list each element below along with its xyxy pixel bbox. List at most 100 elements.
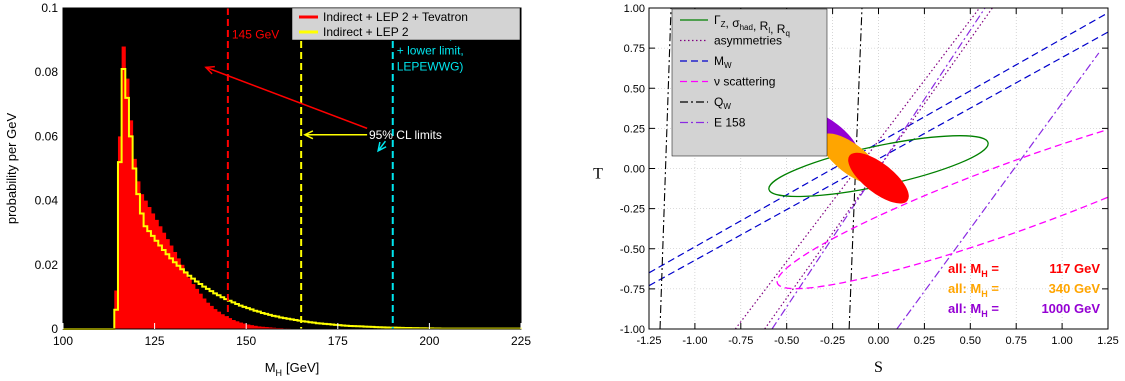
legend-label-part: , [770,22,773,36]
histogram-bar [121,46,126,330]
y-tick-label: -0.50 [620,244,645,256]
st-parameter-plot: -1.25 -1.00 -0.75 -0.50 -0.25 0.00 0.25 0.50 0.7… [593,3,1119,376]
y-tick-label: 0 [51,322,58,336]
histogram-bar [231,320,236,329]
x-tick-label: -0.75 [728,335,753,347]
x-tick-label: 0.00 [868,335,889,347]
result-label: all: MH = [948,261,999,279]
result-value: 1000 GeV [1041,301,1100,316]
histogram-bar [132,158,137,329]
histogram-bar [150,213,156,329]
result-label-equals: = [988,261,1000,276]
y-axis-ticks: 0 0.02 0.04 0.06 0.08 0.1 [35,1,59,336]
legend-label-part: , [726,16,729,30]
histogram-bar [246,324,251,329]
legend-label-subscript: W [724,61,732,70]
legend-box [671,8,828,157]
asym-line [734,8,980,329]
x-axis-label: S [874,359,883,376]
x-tick-label: -1.25 [636,335,661,347]
y-tick-label: 0.1 [41,1,58,15]
e158-line [896,52,1100,329]
legend-label: ν scattering [714,75,775,89]
arrow-head [377,141,387,153]
result-label-equals: = [988,301,1000,316]
x-tick-label: -0.50 [774,335,799,347]
legend-label-part: Q [714,95,723,109]
x-axis-ticks: 100 125 150 175 200 225 [53,323,531,348]
arrow-head [303,130,314,140]
histogram-bar [128,120,134,329]
legend-label-subscript: l [768,26,770,35]
legend-label-part: E [714,116,722,130]
legend-label-part: 158 [725,116,745,130]
result-label: all: MH = [948,281,999,299]
result-label-subscript: H [981,269,988,279]
y-tick-label: 0.02 [35,258,59,272]
legend-label: MW [714,54,732,70]
red-histogram-bars [114,46,298,330]
histogram-bar [176,258,181,329]
result-value: 117 GeV [1049,261,1100,276]
yellow-histogram-step [63,67,522,330]
result-label-prefix: all: M [948,301,981,316]
legend-label-subscript: Z [721,20,726,29]
histogram-bar [227,318,233,329]
legend-label: E 158 [714,116,746,130]
legend-label: QW [714,95,731,111]
histogram-bar [136,181,141,329]
histogram-bar [117,136,123,329]
legend-label-part: ν [714,75,720,89]
x-tick-label: 175 [328,334,348,348]
histogram-bar [125,78,130,330]
result-label-equals: = [988,281,1000,296]
histogram-bar [198,293,203,329]
legend: Indirect + LEP 2 + Tevatron Indirect + L… [291,7,521,41]
histogram-bar [209,305,214,329]
histogram-bar [194,288,200,329]
arrow-shaft [377,140,387,152]
legend-label-lep2: Indirect + LEP 2 [323,25,409,39]
histogram-bar [213,309,218,329]
x-axis-ticks: -1.25 -1.00 -0.75 -0.50 -0.25 0.00 0.25 0.50 0.7… [636,8,1119,347]
x-tick-label: 150 [236,334,256,348]
legend-label-part: R [760,19,769,33]
result-label-prefix: all: M [948,261,981,276]
result-label-prefix: all: M [948,281,981,296]
x-tick-label: 225 [511,334,531,348]
histogram-bar [253,325,258,329]
y-axis-ticks: -1.00 -0.75 -0.50 -0.25 0.00 0.25 0.50 0.75 1.00 [620,3,1108,336]
histogram-bar [205,302,211,329]
y-tick-label: -0.75 [620,284,645,296]
limit-label-145: 145 GeV [232,27,279,41]
histogram-bar [260,326,266,329]
x-tick-label: 0.75 [1005,335,1026,347]
histogram-bar [242,323,247,329]
limit-label-190: LEPEWWG) [397,59,464,73]
y-tick-label: 0.75 [624,43,645,55]
histogram-bar [183,271,189,329]
histogram-bar [165,239,170,329]
y-axis-label: T [593,166,603,183]
x-tick-label: 200 [419,334,439,348]
x-tick-label: 125 [145,334,165,348]
qw-line [659,8,672,329]
histogram-bar [235,321,240,329]
histogram-bar [268,327,273,329]
result-value: 340 GeV [1049,281,1101,296]
x-tick-label: 1.25 [1097,335,1118,347]
histogram-bar [191,284,196,329]
legend-label-part: Γ [714,13,721,27]
limit-label-190: + lower limit, [397,43,464,57]
histogram-bar [180,264,185,329]
limit-arrows [204,65,387,153]
histogram-bar [143,200,148,329]
result-label-subscript: H [981,309,988,319]
histogram-bar [161,232,167,329]
legend-box [291,7,521,41]
y-tick-label: 0.00 [624,164,645,176]
result-label-subscript: H [981,289,988,299]
legend-label-subscript: W [723,102,731,111]
